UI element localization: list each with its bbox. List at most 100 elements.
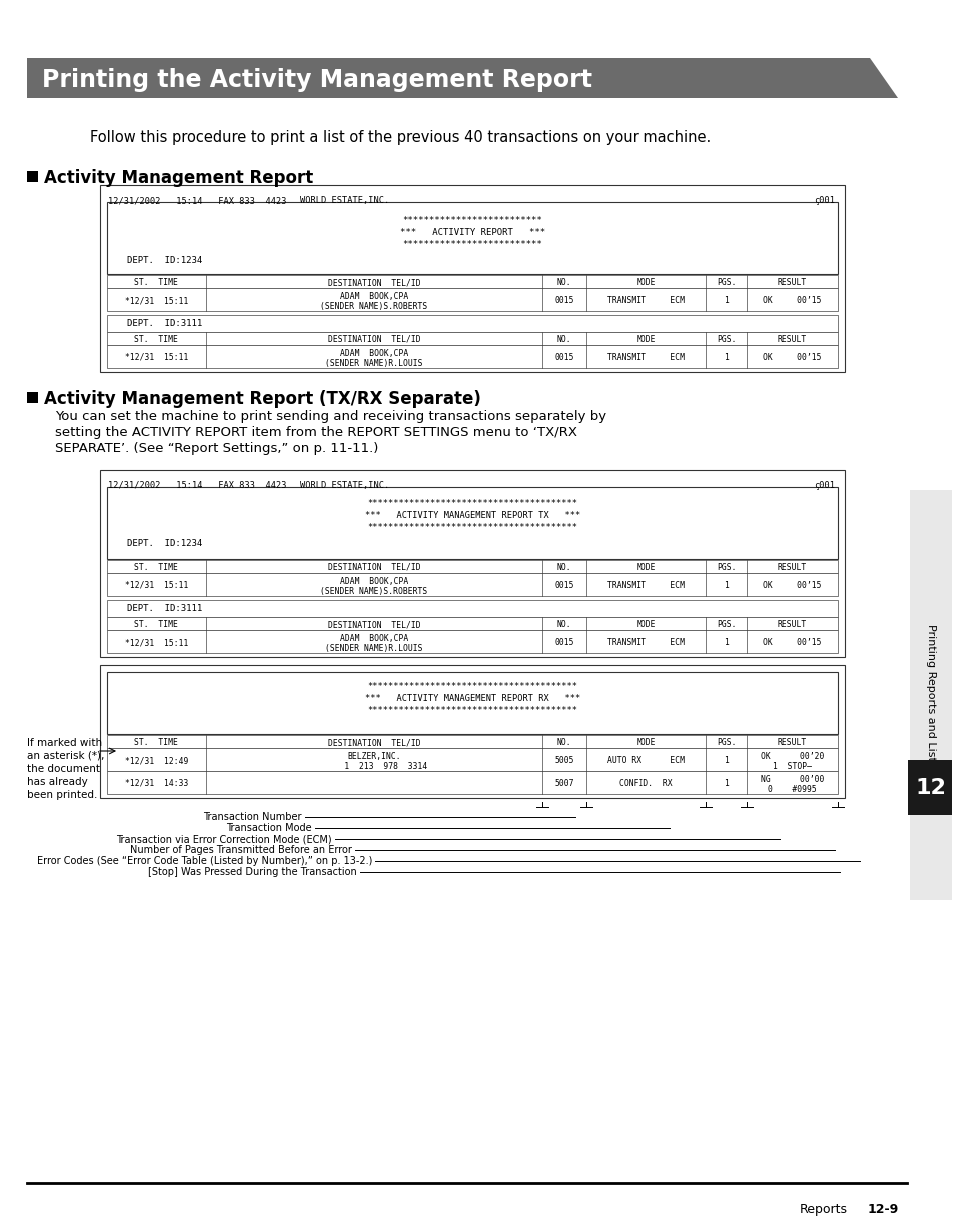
- Bar: [107, 748, 837, 771]
- Text: TRANSMIT     ECM: TRANSMIT ECM: [606, 353, 684, 362]
- Bar: [100, 665, 844, 798]
- Text: *12/31  15:11: *12/31 15:11: [125, 296, 188, 306]
- Text: *12/31  12:49: *12/31 12:49: [125, 756, 188, 764]
- Text: MODE: MODE: [636, 335, 655, 344]
- Bar: [107, 288, 837, 310]
- Bar: [107, 672, 837, 734]
- Text: Transaction via Error Correction Mode (ECM): Transaction via Error Correction Mode (E…: [116, 834, 332, 844]
- Text: ç001: ç001: [813, 196, 834, 205]
- Text: *12/31  15:11: *12/31 15:11: [125, 582, 188, 590]
- Text: ***   ACTIVITY MANAGEMENT REPORT RX   ***: *** ACTIVITY MANAGEMENT REPORT RX ***: [364, 694, 579, 703]
- Polygon shape: [27, 58, 897, 98]
- Text: *12/31  15:11: *12/31 15:11: [125, 353, 188, 362]
- Bar: [27, 171, 38, 182]
- Text: OK     00’15: OK 00’15: [762, 296, 821, 306]
- Text: WORLD ESTATE,INC.: WORLD ESTATE,INC.: [299, 196, 389, 205]
- Text: ****************************************: ****************************************: [367, 682, 577, 691]
- Text: ST.  TIME: ST. TIME: [134, 737, 178, 747]
- Bar: [27, 391, 38, 402]
- Text: Transaction Number: Transaction Number: [203, 812, 302, 822]
- Text: ****************************************: ****************************************: [367, 523, 577, 533]
- Bar: [107, 315, 837, 333]
- Text: RESULT: RESULT: [777, 563, 806, 572]
- Text: DESTINATION  TEL/ID: DESTINATION TEL/ID: [327, 279, 419, 287]
- Text: NO.: NO.: [556, 335, 571, 344]
- Bar: [909, 490, 951, 899]
- Text: Number of Pages Transmitted Before an Error: Number of Pages Transmitted Before an Er…: [130, 845, 352, 855]
- Text: 1: 1: [723, 779, 728, 788]
- Text: 0015: 0015: [554, 296, 573, 306]
- Text: 12: 12: [915, 778, 945, 798]
- Text: ADAM  BOOK,CPA: ADAM BOOK,CPA: [339, 577, 408, 587]
- Text: BELZER,INC.: BELZER,INC.: [347, 752, 400, 761]
- Text: 12-9: 12-9: [867, 1202, 899, 1216]
- Text: ADAM  BOOK,CPA: ADAM BOOK,CPA: [339, 348, 408, 358]
- Text: 0015: 0015: [554, 638, 573, 647]
- Bar: [107, 735, 837, 748]
- Text: *12/31  14:33: *12/31 14:33: [125, 779, 188, 788]
- Text: OK     00’15: OK 00’15: [762, 353, 821, 362]
- Text: DEPT.  ID:1234: DEPT. ID:1234: [127, 539, 202, 548]
- Text: 1  213  978  3314: 1 213 978 3314: [320, 762, 427, 771]
- Text: RESULT: RESULT: [777, 737, 806, 747]
- Text: ST.  TIME: ST. TIME: [134, 335, 178, 344]
- Text: Error Codes (See “Error Code Table (Listed by Number),” on p. 13-2.): Error Codes (See “Error Code Table (List…: [36, 856, 372, 866]
- Bar: [107, 629, 837, 653]
- Text: PGS.: PGS.: [716, 563, 736, 572]
- Text: setting the ACTIVITY REPORT item from the REPORT SETTINGS menu to ‘TX/RX: setting the ACTIVITY REPORT item from th…: [55, 426, 577, 439]
- Text: ADAM  BOOK,CPA: ADAM BOOK,CPA: [339, 634, 408, 643]
- Text: 1: 1: [723, 582, 728, 590]
- Bar: [107, 560, 837, 573]
- Text: (SENDER NAME)R.LOUIS: (SENDER NAME)R.LOUIS: [325, 644, 422, 653]
- Text: PGS.: PGS.: [716, 335, 736, 344]
- Text: DEPT.  ID:1234: DEPT. ID:1234: [127, 256, 202, 265]
- Text: 1  STOP—: 1 STOP—: [772, 762, 811, 771]
- Text: [Stop] Was Pressed During the Transaction: [Stop] Was Pressed During the Transactio…: [148, 867, 356, 877]
- Text: OK     00’15: OK 00’15: [762, 582, 821, 590]
- Text: **************************: **************************: [402, 240, 542, 249]
- Bar: [907, 760, 951, 815]
- Text: NO.: NO.: [556, 620, 571, 629]
- Text: DESTINATION  TEL/ID: DESTINATION TEL/ID: [327, 563, 419, 572]
- Text: MODE: MODE: [636, 563, 655, 572]
- Text: NG      00’00: NG 00’00: [760, 775, 823, 784]
- Text: 0015: 0015: [554, 582, 573, 590]
- Bar: [107, 771, 837, 794]
- Text: ST.  TIME: ST. TIME: [134, 620, 178, 629]
- Text: Printing Reports and Lists: Printing Reports and Lists: [925, 623, 935, 767]
- Bar: [107, 573, 837, 596]
- Text: 1: 1: [723, 638, 728, 647]
- Text: If marked with: If marked with: [27, 737, 102, 748]
- Text: DESTINATION  TEL/ID: DESTINATION TEL/ID: [327, 335, 419, 344]
- Text: PGS.: PGS.: [716, 737, 736, 747]
- Text: PGS.: PGS.: [716, 279, 736, 287]
- Text: RESULT: RESULT: [777, 620, 806, 629]
- Text: NO.: NO.: [556, 563, 571, 572]
- Text: NO.: NO.: [556, 279, 571, 287]
- Text: DESTINATION  TEL/ID: DESTINATION TEL/ID: [327, 737, 419, 747]
- Bar: [107, 275, 837, 288]
- Text: MODE: MODE: [636, 279, 655, 287]
- Text: ST.  TIME: ST. TIME: [134, 279, 178, 287]
- Text: DEPT.  ID:3111: DEPT. ID:3111: [127, 319, 202, 328]
- Text: ****************************************: ****************************************: [367, 706, 577, 715]
- Bar: [100, 470, 844, 656]
- Text: ***   ACTIVITY MANAGEMENT REPORT TX   ***: *** ACTIVITY MANAGEMENT REPORT TX ***: [364, 510, 579, 520]
- Text: CONFID.  RX: CONFID. RX: [618, 779, 672, 788]
- Bar: [107, 202, 837, 274]
- Text: 1: 1: [723, 353, 728, 362]
- Text: TRANSMIT     ECM: TRANSMIT ECM: [606, 582, 684, 590]
- Text: You can set the machine to print sending and receiving transactions separately b: You can set the machine to print sending…: [55, 410, 605, 423]
- Text: ç001: ç001: [813, 481, 834, 490]
- Text: Printing the Activity Management Report: Printing the Activity Management Report: [42, 67, 592, 92]
- Text: ADAM  BOOK,CPA: ADAM BOOK,CPA: [339, 292, 408, 301]
- Text: AUTO RX      ECM: AUTO RX ECM: [606, 756, 684, 764]
- Text: 12/31/2002   15:14   FAX 833  4423: 12/31/2002 15:14 FAX 833 4423: [108, 481, 286, 490]
- Bar: [107, 345, 837, 368]
- Text: DEPT.  ID:3111: DEPT. ID:3111: [127, 604, 202, 614]
- Text: SEPARATE’. (See “Report Settings,” on p. 11-11.): SEPARATE’. (See “Report Settings,” on p.…: [55, 442, 378, 455]
- Bar: [107, 487, 837, 560]
- Text: **************************: **************************: [402, 216, 542, 225]
- Text: 1: 1: [723, 296, 728, 306]
- Text: RESULT: RESULT: [777, 335, 806, 344]
